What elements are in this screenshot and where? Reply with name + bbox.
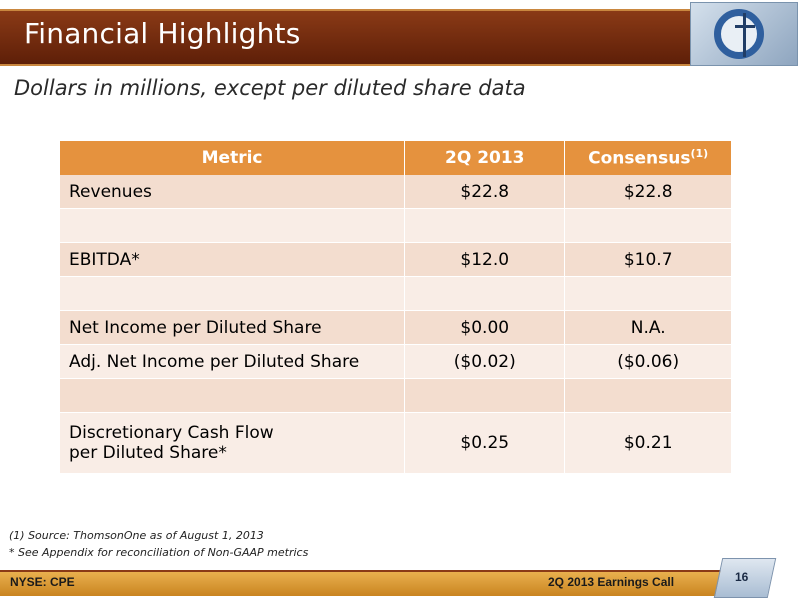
table-row: EBITDA* $12.0 $10.7 [60, 242, 732, 277]
row-consensus-value [564, 378, 732, 413]
row-consensus-value: $22.8 [564, 175, 732, 209]
logo-derrick [743, 13, 746, 57]
row-period-value: ($0.02) [404, 344, 566, 379]
row-metric: Discretionary Cash Flow per Diluted Shar… [60, 412, 406, 474]
table-header-row: Metric 2Q 2013 Consensus(1) [60, 141, 732, 175]
header-period: 2Q 2013 [404, 141, 566, 175]
table-row: Revenues $22.8 $22.8 [60, 175, 732, 209]
row-metric [60, 378, 406, 413]
row-consensus-value: ($0.06) [564, 344, 732, 379]
header-metric: Metric [60, 141, 406, 175]
row-metric: Revenues [60, 175, 406, 209]
logo-circle [714, 9, 764, 59]
table-row: Discretionary Cash Flow per Diluted Shar… [60, 412, 732, 474]
row-period-value: $0.00 [404, 310, 566, 345]
row-metric [60, 276, 406, 311]
row-consensus-value: $0.21 [564, 412, 732, 474]
row-period-value [404, 378, 566, 413]
table-row-spacer [60, 208, 732, 243]
footnote-source: (1) Source: ThomsonOne as of August 1, 2… [9, 529, 264, 542]
row-period-value: $0.25 [404, 412, 566, 474]
slide-title: Financial Highlights [24, 17, 301, 50]
page-number: 16 [735, 570, 749, 584]
financial-highlights-table: Metric 2Q 2013 Consensus(1) Revenues $22… [60, 141, 732, 474]
logo-derrick-crossbar [735, 25, 755, 28]
table-row: Net Income per Diluted Share $0.00 N.A. [60, 310, 732, 345]
header-bar [0, 9, 705, 66]
row-consensus-value: $10.7 [564, 242, 732, 277]
row-period-value: $12.0 [404, 242, 566, 277]
row-metric: EBITDA* [60, 242, 406, 277]
row-consensus-value [564, 208, 732, 243]
row-period-value: $22.8 [404, 175, 566, 209]
row-period-value [404, 276, 566, 311]
footer-event: 2Q 2013 Earnings Call [548, 575, 675, 589]
footer-ticker: NYSE: CPE [10, 575, 75, 589]
row-metric-line2: per Diluted Share* [69, 443, 227, 463]
footer-bar [0, 570, 760, 596]
slide-subtitle: Dollars in millions, except per diluted … [14, 76, 526, 100]
table-row: Adj. Net Income per Diluted Share ($0.02… [60, 344, 732, 379]
row-metric-line1: Discretionary Cash Flow [69, 423, 274, 443]
table-row-spacer [60, 276, 732, 311]
row-metric [60, 208, 406, 243]
header-consensus: Consensus(1) [564, 141, 732, 175]
row-period-value [404, 208, 566, 243]
footnote-marker: (1) [690, 147, 709, 161]
row-metric: Net Income per Diluted Share [60, 310, 406, 345]
row-consensus-value: N.A. [564, 310, 732, 345]
footnote-non-gaap: * See Appendix for reconciliation of Non… [9, 546, 309, 559]
header-consensus-label: Consensus [588, 148, 691, 169]
row-metric: Adj. Net Income per Diluted Share [60, 344, 406, 379]
slide-header: Financial Highlights [0, 0, 800, 66]
table-row-spacer [60, 378, 732, 413]
row-consensus-value [564, 276, 732, 311]
company-logo-derrick-icon [690, 2, 798, 66]
